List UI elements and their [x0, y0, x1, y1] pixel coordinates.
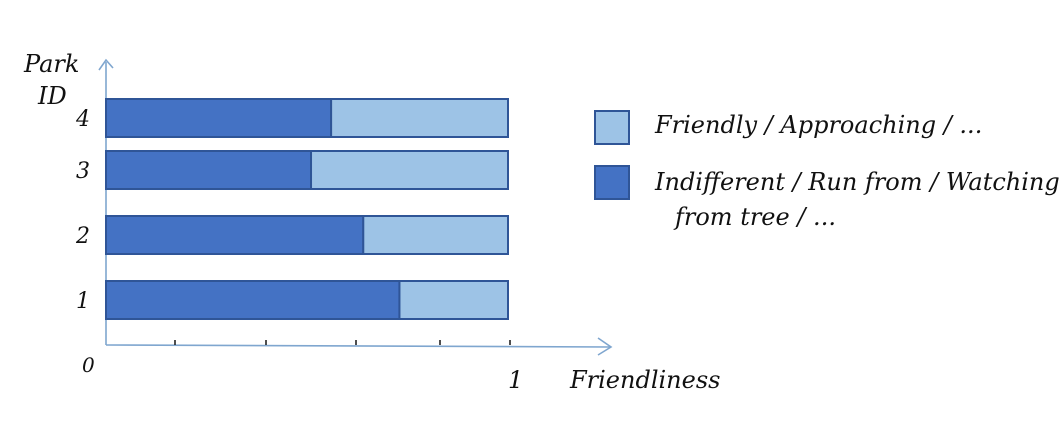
legend-swatch-friendly — [594, 110, 630, 145]
x-axis-title: Friendliness — [569, 366, 720, 394]
legend-label-indifferent-line-2: from tree / ... — [673, 203, 836, 231]
bar-segment-park-3-series-1 — [310, 150, 509, 190]
x-axis-line — [105, 344, 611, 348]
legend: Friendly / Approaching / ... Indifferent… — [594, 110, 1060, 231]
x-tick-label-1: 1 — [508, 366, 523, 394]
bar-segment-park-1-series-1 — [398, 280, 509, 320]
y-tick-label-3: 3 — [76, 159, 90, 184]
y-tick-labels: 1 2 3 4 — [75, 107, 90, 314]
y-tick-label-1: 1 — [76, 289, 90, 314]
x-axis-arrow-icon — [597, 337, 613, 356]
y-axis-title-line-2: ID — [37, 82, 67, 110]
bars — [105, 98, 509, 320]
y-tick-label-4: 4 — [75, 107, 90, 132]
bar-segment-park-3-series-0 — [105, 150, 313, 190]
x-minor-ticks — [174, 340, 511, 345]
legend-swatch-indifferent — [594, 165, 630, 200]
y-tick-label-2: 2 — [75, 224, 90, 249]
bar-segment-park-1-series-0 — [105, 280, 401, 320]
bar-segment-park-4-series-1 — [330, 98, 509, 138]
bar-segment-park-2-series-1 — [362, 215, 509, 255]
legend-label-friendly: Friendly / Approaching / ... — [654, 111, 982, 139]
bar-segment-park-4-series-0 — [105, 98, 333, 138]
y-axis-arrow-icon — [98, 58, 114, 71]
bar-segment-park-2-series-0 — [105, 215, 365, 255]
legend-label-indifferent-line-1: Indifferent / Run from / Watching — [654, 168, 1060, 196]
x-tick-label-0: 0 — [82, 353, 95, 377]
y-axis-title-line-1: Park — [23, 50, 79, 78]
